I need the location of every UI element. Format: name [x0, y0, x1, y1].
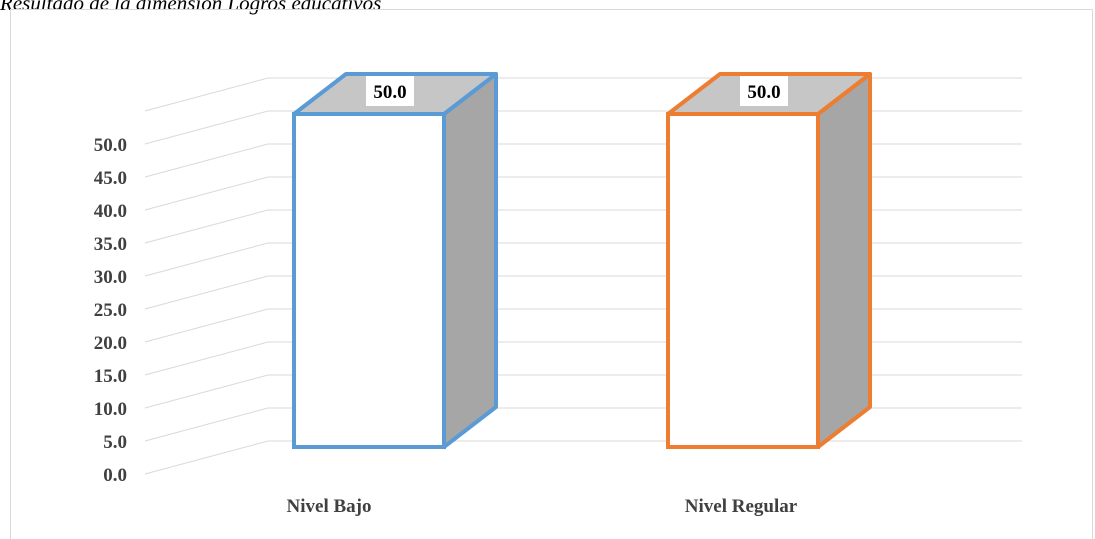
x-category-label: Nivel Bajo — [287, 496, 372, 517]
bars: 50.0 50.0 — [292, 72, 872, 449]
data-label-box — [366, 76, 414, 106]
y-axis-ticks: 0.0 5.0 10.0 15.0 20.0 25.0 30.0 35.0 40.0 45.0 50… — [94, 135, 127, 486]
bar-front-face — [292, 112, 446, 449]
y-tick-label: 30.0 — [94, 267, 127, 288]
data-label-box — [740, 76, 788, 106]
y-tick-label: 50.0 — [94, 135, 127, 156]
gridline-side — [144, 374, 269, 409]
gridline-side — [144, 209, 269, 244]
chart-frame — [10, 9, 1093, 539]
gridline-side — [144, 440, 269, 475]
gridline-side — [144, 110, 269, 145]
y-tick-label: 25.0 — [94, 300, 127, 321]
y-tick-label: 40.0 — [94, 201, 127, 222]
gridline-side — [144, 341, 269, 376]
x-category-label: Nivel Regular — [685, 496, 798, 517]
data-label: 50.0 — [747, 82, 780, 103]
gridline-side — [144, 308, 269, 343]
data-label: 50.0 — [373, 82, 406, 103]
y-tick-label: 5.0 — [103, 432, 127, 453]
gridline-side — [144, 77, 269, 112]
gridline-side — [144, 275, 269, 310]
bar-nivel-regular: 50.0 — [666, 72, 872, 449]
gridline-side — [144, 143, 269, 178]
bar-front-face — [666, 112, 820, 449]
gridline-side — [144, 176, 269, 211]
bar-side-face — [816, 72, 872, 449]
y-tick-label: 15.0 — [94, 366, 127, 387]
y-tick-label: 20.0 — [94, 333, 127, 354]
gridline-side — [144, 407, 269, 442]
y-tick-label: 35.0 — [94, 234, 127, 255]
y-tick-label: 0.0 — [103, 465, 127, 486]
x-axis-categories: Nivel Bajo Nivel Regular — [287, 496, 798, 517]
y-tick-label: 10.0 — [94, 399, 127, 420]
bar-side-face — [442, 72, 498, 449]
y-tick-label: 45.0 — [94, 168, 127, 189]
gridlines — [144, 77, 1022, 475]
chart-caption: Resultado de la dimensión Logros educati… — [0, 0, 382, 15]
gridline-side — [144, 242, 269, 277]
bar-nivel-bajo: 50.0 — [292, 72, 498, 449]
